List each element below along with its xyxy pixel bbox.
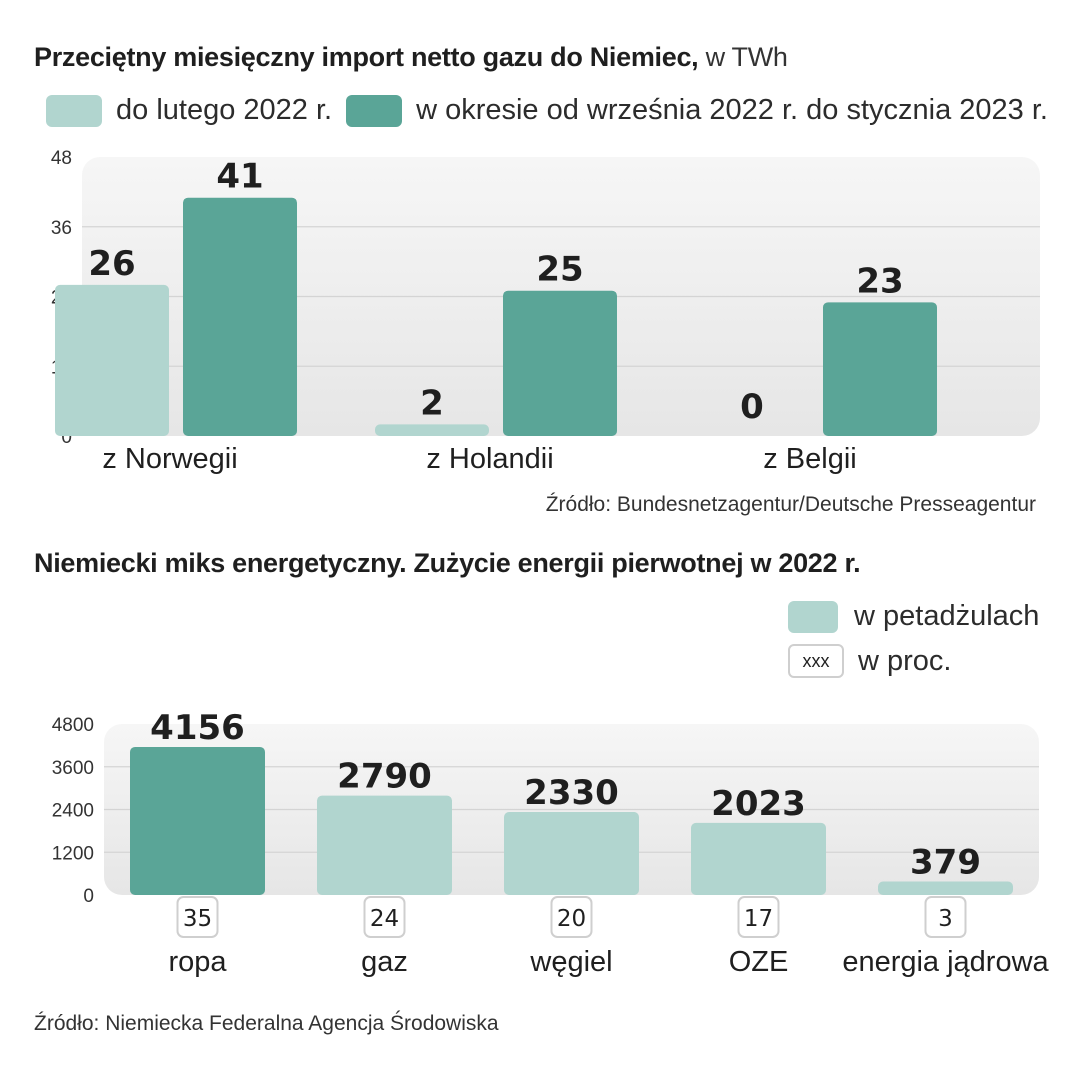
chart2-value-label: 4156 [150,708,245,748]
legend-swatch-after [346,94,403,127]
chart1-bar [55,284,169,436]
chart2-source: Źródło: Niemiecka Federalna Agencja Środ… [34,1012,499,1035]
chart2-legend-petajoules: w petadżulach [788,600,1039,633]
chart2-percent-box [550,896,593,938]
chart2-y-tick: 1200 [52,843,94,864]
chart2-value-label: 2790 [337,757,432,797]
chart2-bar [130,746,265,895]
chart2-category-label: OZE [729,946,789,978]
legend-swatch-before [46,94,102,127]
chart1-category-label: z Holandii [426,443,553,475]
chart1-value-label: 25 [536,250,583,290]
chart1-bar [375,424,489,436]
chart2-value-label: 2023 [711,784,806,824]
chart1-bar [823,302,937,436]
chart1-bar [183,197,297,436]
chart2-value-label: 2330 [524,773,619,813]
chart1-value-label: 41 [216,157,263,197]
legend-label-percent: w proc. [858,644,952,677]
chart1-value-label: 23 [856,261,903,301]
chart1-value-label: 26 [88,244,135,284]
chart1-title-main: Przeciętny miesięczny import netto gazu … [34,42,699,72]
chart2-title: Niemiecki miks energetyczny. Zużycie ene… [34,548,861,579]
legend-swatch-percent: xxx [788,644,844,678]
chart2-category-label: ropa [168,946,227,978]
chart2-percent-label: 24 [370,906,399,932]
chart2-percent-box [363,896,406,938]
chart1-y-tick: 0 [61,427,72,448]
chart1-category-label: z Belgii [763,443,857,475]
chart2-percent-box [176,896,219,938]
chart1-title-unit: w TWh [705,42,788,72]
chart2-percent-box [737,896,780,938]
chart1-value-label: 2 [420,383,444,423]
chart2-percent-label: 35 [183,906,212,932]
chart1-bar [503,290,617,436]
chart2-y-tick: 0 [83,886,94,907]
chart2-category-label: energia jądrowa [842,946,1049,978]
chart1-title: Przeciętny miesięczny import netto gazu … [34,42,788,73]
chart1-y-tick: 36 [51,218,72,239]
chart1-category-label: z Norwegii [102,443,237,475]
chart1-source: Źródło: Bundesnetzagentur/Deutsche Press… [545,493,1036,516]
chart1-legend: do lutego 2022 r. w okresie od września … [46,94,1048,127]
chart2-plot: 0 1200 2400 3600 4800 4156 35 ropa 2790 24 gaz 2330… [52,708,1050,978]
chart1-value-label: 0 [740,387,764,427]
legend-label-after: w okresie od września 2022 r. do styczni… [416,94,1048,126]
chart2-bar [317,795,452,895]
chart2-y-tick: 3600 [52,758,94,779]
legend-swatch-petajoules [788,600,838,633]
chart2-value-label: 379 [910,842,981,882]
chart2-y-tick: 4800 [52,715,94,736]
legend-label-petajoules: w petadżulach [854,600,1040,632]
chart2-percent-label: 3 [938,906,953,932]
chart2-bar [504,811,639,895]
chart2-y-tick: 2400 [52,801,94,822]
chart1-y-tick: 48 [51,148,72,169]
chart2-title-main: Niemiecki miks energetyczny. Zużycie ene… [34,548,861,578]
chart2-percent-label: 20 [557,906,586,932]
legend-label-before: do lutego 2022 r. [116,94,333,126]
chart2-bar [691,822,826,895]
chart2-category-label: gaz [361,946,408,978]
chart2-bar [878,881,1013,895]
chart2-percent-label: 17 [744,906,773,932]
chart2-category-label: węgiel [529,946,612,978]
chart2-legend-percent: xxx w proc. [788,644,951,678]
chart2-percent-box [924,896,967,938]
